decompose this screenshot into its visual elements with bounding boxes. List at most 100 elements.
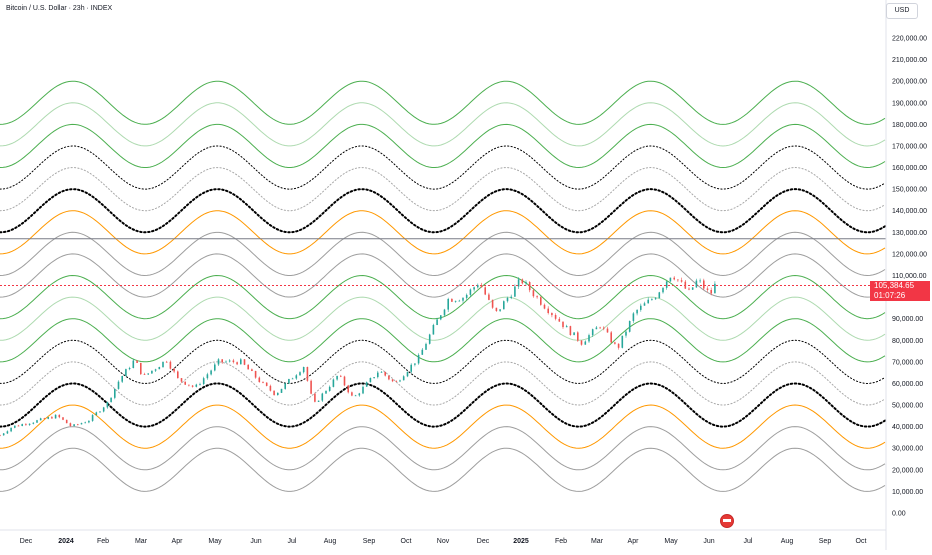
candle-body-126 bbox=[465, 294, 468, 298]
x-tick-label: Aug bbox=[324, 538, 337, 545]
candle-body-188 bbox=[695, 280, 698, 288]
candle-body-133 bbox=[491, 299, 494, 308]
candle-body-131 bbox=[484, 287, 486, 295]
candle-body-150 bbox=[554, 315, 557, 319]
x-tick-label: 2025 bbox=[513, 538, 529, 545]
candle-body-14 bbox=[51, 417, 53, 419]
x-tick-label: Sep bbox=[819, 538, 832, 545]
candle-body-180 bbox=[665, 281, 668, 288]
y-tick-label: 20,000.00 bbox=[892, 467, 923, 474]
candle-body-119 bbox=[440, 315, 442, 320]
time-axis: Dec 2024 Feb Mar Apr May Jun Jul Aug Sep Oct Nov Dec… bbox=[0, 529, 886, 545]
candle-body-159 bbox=[588, 335, 590, 342]
candle-body-58 bbox=[214, 364, 216, 371]
candle-body-46 bbox=[169, 361, 172, 369]
candle-body-42 bbox=[154, 369, 157, 371]
candle-body-48 bbox=[177, 371, 179, 379]
candle-body-103 bbox=[380, 371, 383, 373]
candle-body-170 bbox=[628, 321, 631, 332]
candle-body-69 bbox=[254, 371, 257, 378]
candle-body-12 bbox=[43, 418, 46, 420]
candle-body-84 bbox=[310, 380, 312, 394]
candle-body-134 bbox=[495, 307, 498, 311]
candle-body-135 bbox=[499, 309, 501, 311]
y-tick-label: 110,000.00 bbox=[892, 273, 927, 280]
x-tick-label: Dec bbox=[477, 538, 490, 545]
candle-body-59 bbox=[217, 359, 220, 365]
candle-body-60 bbox=[221, 359, 223, 363]
wave-band-5 bbox=[0, 188, 886, 234]
candle-body-112 bbox=[414, 363, 416, 365]
candle-body-120 bbox=[443, 309, 446, 316]
x-tick-label: Oct bbox=[856, 538, 867, 545]
candle-body-74 bbox=[273, 390, 275, 395]
x-tick-label: Sep bbox=[363, 538, 376, 545]
y-tick-label: 140,000.00 bbox=[892, 208, 927, 215]
candle-body-151 bbox=[558, 318, 561, 322]
candle-body-78 bbox=[288, 379, 290, 384]
candle-body-115 bbox=[425, 343, 427, 350]
candle-body-153 bbox=[565, 326, 568, 328]
x-tick-label: Mar bbox=[591, 538, 604, 545]
candle-body-192 bbox=[710, 290, 712, 294]
candle-body-185 bbox=[684, 281, 687, 289]
candle-body-142 bbox=[525, 282, 527, 284]
candle-body-106 bbox=[391, 379, 394, 382]
candle-body-105 bbox=[388, 375, 390, 380]
candle-body-45 bbox=[165, 361, 168, 363]
wave-band-10 bbox=[0, 296, 886, 341]
candle-body-39 bbox=[143, 374, 146, 375]
candle-body-172 bbox=[636, 309, 638, 314]
candle-body-89 bbox=[328, 386, 331, 391]
candle-body-83 bbox=[306, 367, 309, 381]
candle-body-54 bbox=[199, 384, 201, 385]
candle-body-16 bbox=[58, 414, 61, 418]
candle-body-77 bbox=[284, 383, 286, 389]
candle-body-147 bbox=[543, 304, 546, 309]
y-tick-label: 220,000.00 bbox=[892, 36, 927, 43]
candle-body-108 bbox=[399, 380, 401, 382]
x-tick-label: Aug bbox=[781, 538, 794, 545]
x-tick-label: Jun bbox=[250, 538, 261, 545]
y-tick-label: 200,000.00 bbox=[892, 79, 927, 86]
candle-body-25 bbox=[91, 415, 94, 421]
candle-body-4 bbox=[14, 425, 16, 428]
y-tick-label: 120,000.00 bbox=[892, 251, 927, 258]
candle-body-90 bbox=[332, 379, 335, 387]
candle-body-146 bbox=[540, 297, 542, 305]
candle-body-95 bbox=[351, 392, 353, 396]
wave-band-8 bbox=[0, 253, 886, 298]
y-tick-label: 50,000.00 bbox=[892, 403, 923, 410]
candle-body-189 bbox=[699, 280, 701, 282]
us-flag-icon[interactable] bbox=[720, 514, 734, 528]
y-tick-label: 70,000.00 bbox=[892, 359, 923, 366]
candle-body-47 bbox=[173, 368, 175, 372]
candle-body-166 bbox=[614, 342, 616, 344]
candle-body-79 bbox=[291, 378, 294, 380]
candle-body-37 bbox=[136, 360, 138, 363]
candle-body-176 bbox=[651, 299, 653, 300]
candle-body-100 bbox=[369, 378, 372, 383]
candle-body-125 bbox=[462, 297, 464, 301]
candle-body-121 bbox=[447, 299, 449, 310]
candle-body-41 bbox=[151, 370, 153, 374]
candle-body-94 bbox=[347, 385, 349, 393]
candle-body-182 bbox=[673, 277, 675, 280]
x-tick-label: Jul bbox=[744, 538, 753, 545]
candle-body-110 bbox=[406, 371, 409, 377]
candle-body-177 bbox=[654, 298, 657, 300]
candle-body-81 bbox=[299, 372, 301, 376]
currency-button[interactable]: USD bbox=[886, 3, 918, 19]
candle-body-175 bbox=[647, 299, 649, 304]
candle-body-178 bbox=[658, 292, 661, 299]
candle-body-18 bbox=[65, 419, 68, 424]
candle-body-50 bbox=[184, 381, 186, 385]
wave-band-16 bbox=[0, 426, 886, 471]
candle-body-113 bbox=[417, 354, 420, 364]
candle-body-68 bbox=[251, 369, 253, 371]
wave-band-13 bbox=[0, 361, 886, 406]
candle-body-143 bbox=[528, 282, 531, 291]
candle-body-118 bbox=[436, 319, 438, 325]
